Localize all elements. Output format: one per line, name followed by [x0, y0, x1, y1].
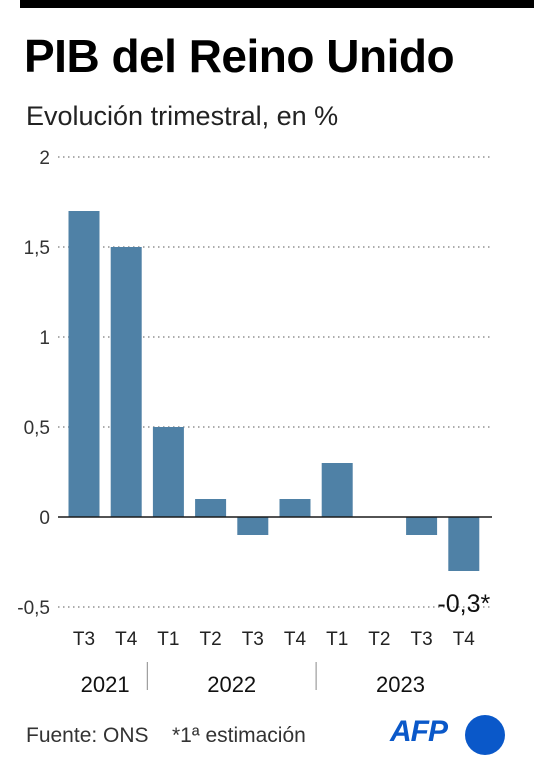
- x-tick-label: T4: [453, 629, 476, 650]
- year-label: 2023: [376, 672, 425, 697]
- data-label: -0,3*: [437, 590, 490, 618]
- bar: [68, 211, 100, 517]
- year-label: 2021: [81, 672, 130, 697]
- bar: [321, 463, 353, 517]
- year-label: 2022: [207, 672, 256, 697]
- x-tick-label: T3: [73, 629, 95, 650]
- x-tick-label: T1: [157, 629, 179, 650]
- y-tick-label: 2: [39, 148, 50, 169]
- x-tick-label: T1: [326, 629, 348, 650]
- top-rule: [20, 0, 534, 8]
- afp-logo: AFP: [390, 713, 514, 757]
- source-note: Fuente: ONS: [26, 724, 149, 747]
- bar: [406, 517, 438, 535]
- bar: [195, 499, 227, 517]
- bar: [237, 517, 269, 535]
- afp-logo-circle-icon: [465, 715, 505, 755]
- estimate-footnote: *1ª estimación: [172, 724, 306, 747]
- x-tick-label: T3: [242, 629, 264, 650]
- y-tick-label: 0: [39, 508, 50, 529]
- x-tick-label: T2: [200, 629, 222, 650]
- bar: [152, 427, 184, 517]
- y-tick-label: 0,5: [24, 418, 50, 439]
- y-tick-label: 1,5: [24, 238, 50, 259]
- x-tick-label: T3: [411, 629, 433, 650]
- y-tick-label: 1: [39, 328, 50, 349]
- x-tick-label: T4: [284, 629, 307, 650]
- x-tick-label: T4: [115, 629, 138, 650]
- chart-subtitle: Evolución trimestral, en %: [26, 101, 339, 131]
- bar-chart: 2 1,5 1 0,5 0 -0,5 T3 T4 T1 T2 T3 T4 T1 T2 T3 T4 2021 202…: [17, 148, 492, 697]
- chart-title: PIB del Reino Unido: [24, 30, 455, 82]
- bar: [448, 517, 480, 571]
- x-tick-label: T2: [368, 629, 390, 650]
- bar: [110, 247, 142, 517]
- afp-logo-text: AFP: [390, 715, 448, 748]
- y-tick-label: -0,5: [17, 598, 50, 619]
- bar: [279, 499, 311, 517]
